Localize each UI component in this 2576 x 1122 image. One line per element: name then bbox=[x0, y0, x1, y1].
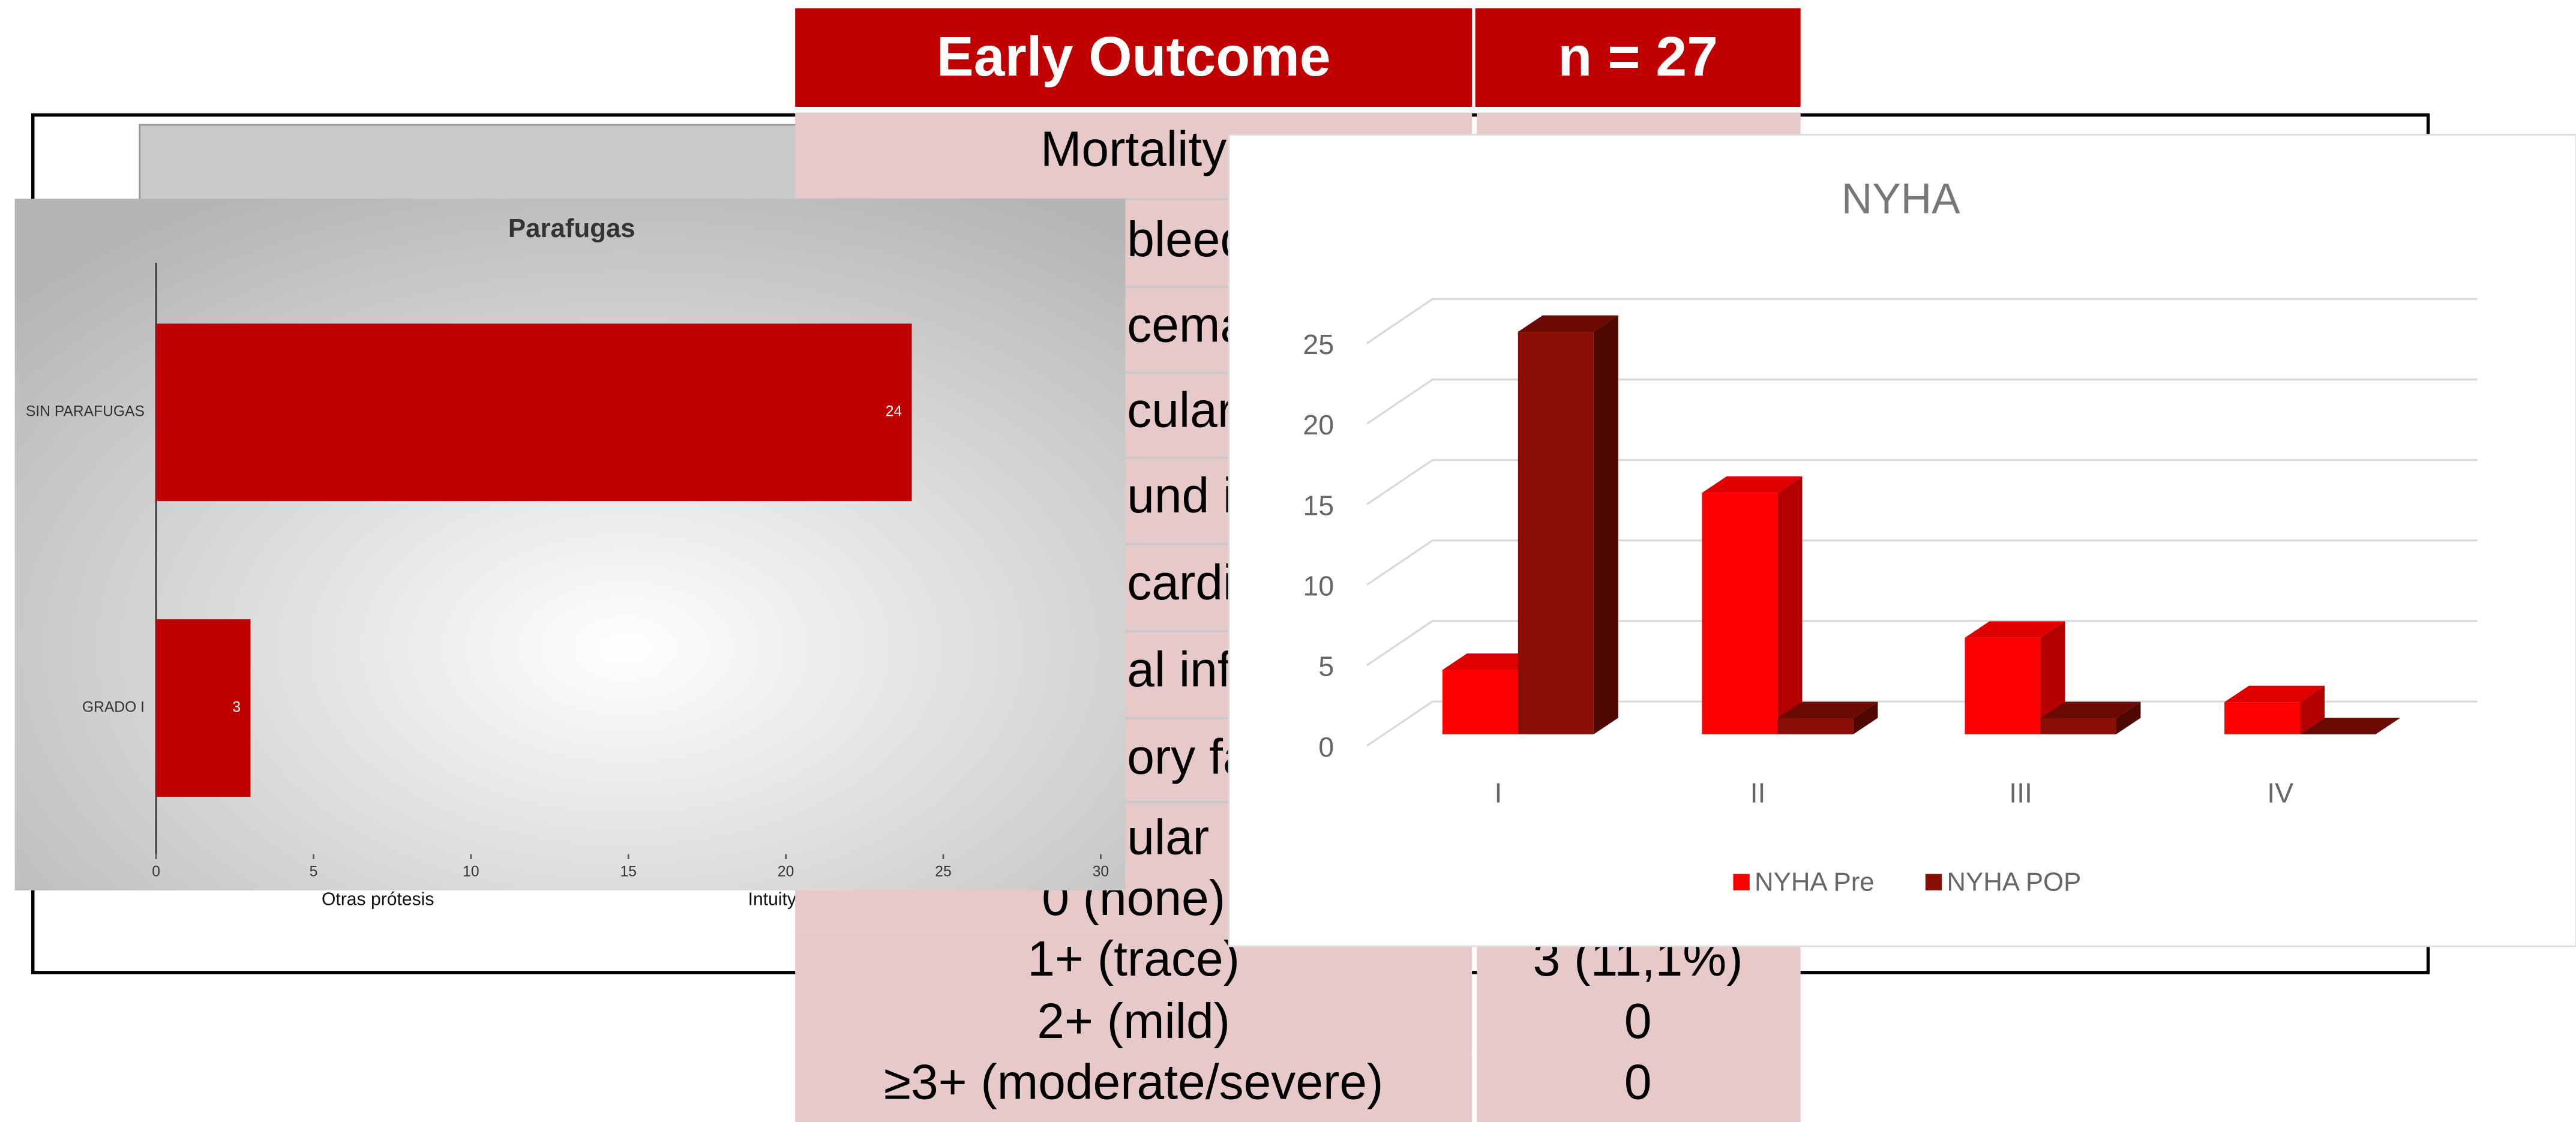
table-cell: ular bbox=[1127, 811, 1209, 865]
grid-line bbox=[1366, 298, 2478, 344]
category-label: Otras prótesis bbox=[322, 889, 434, 909]
table-row bbox=[1477, 1055, 1801, 1122]
header-cell: Early Outcome bbox=[937, 25, 1331, 88]
x-tick-label: 5 bbox=[310, 863, 318, 880]
bar bbox=[2224, 685, 2325, 734]
x-tick-label: 15 bbox=[620, 863, 637, 880]
table-cell: bleed bbox=[1127, 212, 1247, 267]
parafugas-chart: Parafugas 0 5 10 15 20 25 30 24 SIN PARAFUGAS 3 GRA… bbox=[14, 199, 1126, 890]
bar bbox=[156, 619, 251, 797]
x-tick-label: II bbox=[1750, 777, 1766, 808]
table-cell: cardi bbox=[1127, 556, 1234, 610]
x-tick-label: 25 bbox=[935, 863, 951, 880]
bar-top bbox=[1518, 315, 1618, 332]
bar-side bbox=[1777, 476, 1803, 734]
bar-top bbox=[1442, 653, 1543, 670]
table-cell: 1+ (trace) bbox=[1027, 932, 1240, 986]
bar-front bbox=[1777, 718, 1854, 734]
table-cell: und i bbox=[1127, 469, 1234, 523]
y-tick-label: 0 bbox=[1318, 731, 1334, 763]
bar-side bbox=[1853, 701, 1878, 734]
bar bbox=[1518, 315, 1618, 734]
y-tick-label: 25 bbox=[1303, 329, 1334, 360]
bar bbox=[2040, 701, 2141, 734]
table-row bbox=[1477, 994, 1801, 1056]
y-tick-label: 15 bbox=[1303, 490, 1334, 521]
bar-side bbox=[2300, 685, 2325, 734]
table-row bbox=[795, 1055, 1473, 1122]
data-label: 3 bbox=[232, 700, 241, 716]
x-tick-label: I bbox=[1494, 777, 1502, 808]
bar-top bbox=[2040, 701, 2141, 719]
bar bbox=[1777, 701, 1878, 734]
legend-swatch bbox=[1733, 874, 1750, 890]
bar-top bbox=[2300, 718, 2401, 734]
bar bbox=[2300, 718, 2401, 734]
x-tick-label: III bbox=[2009, 777, 2032, 808]
data-label: 24 bbox=[886, 404, 902, 420]
table-cell: 0 bbox=[1624, 1055, 1652, 1109]
grid-line bbox=[1366, 700, 2478, 747]
table-row bbox=[795, 994, 1473, 1056]
bar-top bbox=[1777, 701, 1878, 719]
chart-title: Parafugas bbox=[508, 214, 635, 243]
bar-top bbox=[2224, 685, 2325, 703]
grid-line bbox=[1366, 539, 2478, 586]
table-cell: ≥3+ (moderate/severe) bbox=[884, 1055, 1383, 1109]
legend-label: NYHA POP bbox=[1947, 868, 2081, 897]
table-cell: cema bbox=[1127, 298, 1247, 352]
table-cell: 2+ (mild) bbox=[1037, 994, 1230, 1049]
bar-front bbox=[1965, 637, 2041, 734]
bar-side bbox=[1593, 315, 1618, 734]
x-tick-label: 0 bbox=[152, 863, 160, 880]
x-tick-label: 20 bbox=[778, 863, 794, 880]
y-tick-label: SIN PARAFUGAS bbox=[26, 404, 145, 420]
y-tick-label: 20 bbox=[1303, 409, 1334, 440]
y-tick-label: 10 bbox=[1303, 570, 1334, 601]
header-row bbox=[795, 8, 1801, 107]
bar-front bbox=[2040, 718, 2116, 734]
grid-line bbox=[1366, 458, 2478, 505]
y-tick-label: GRADO I bbox=[82, 700, 145, 716]
header-cell: n = 27 bbox=[1558, 25, 1717, 88]
bar-side bbox=[2116, 701, 2141, 734]
y-tick-label: 5 bbox=[1318, 651, 1334, 682]
bar-front bbox=[2224, 702, 2301, 734]
chart-title: NYHA bbox=[1842, 176, 1960, 223]
legend-label: NYHA Pre bbox=[1755, 868, 1875, 897]
grid-line bbox=[1366, 620, 2478, 667]
bar bbox=[156, 323, 912, 502]
legend-swatch bbox=[1925, 874, 1942, 890]
table-cell: Mortality bbox=[1040, 122, 1226, 176]
grid-line bbox=[1366, 378, 2478, 425]
x-tick-label: IV bbox=[2267, 777, 2293, 808]
table-cell: 0 bbox=[1624, 994, 1652, 1049]
bar-front bbox=[1702, 493, 1778, 734]
x-tick-label: 10 bbox=[463, 863, 479, 880]
bar-top bbox=[1965, 621, 2065, 638]
bar-top bbox=[1702, 476, 1803, 493]
category-label: Intuity bbox=[748, 889, 796, 909]
bar-front bbox=[1442, 670, 1518, 734]
table-cell: cular bbox=[1127, 383, 1234, 438]
bar-front bbox=[1518, 332, 1594, 734]
background-labels: Otras prótesis Intuity bbox=[322, 889, 796, 909]
bar bbox=[1702, 476, 1803, 734]
x-tick-label: 30 bbox=[1093, 863, 1109, 880]
